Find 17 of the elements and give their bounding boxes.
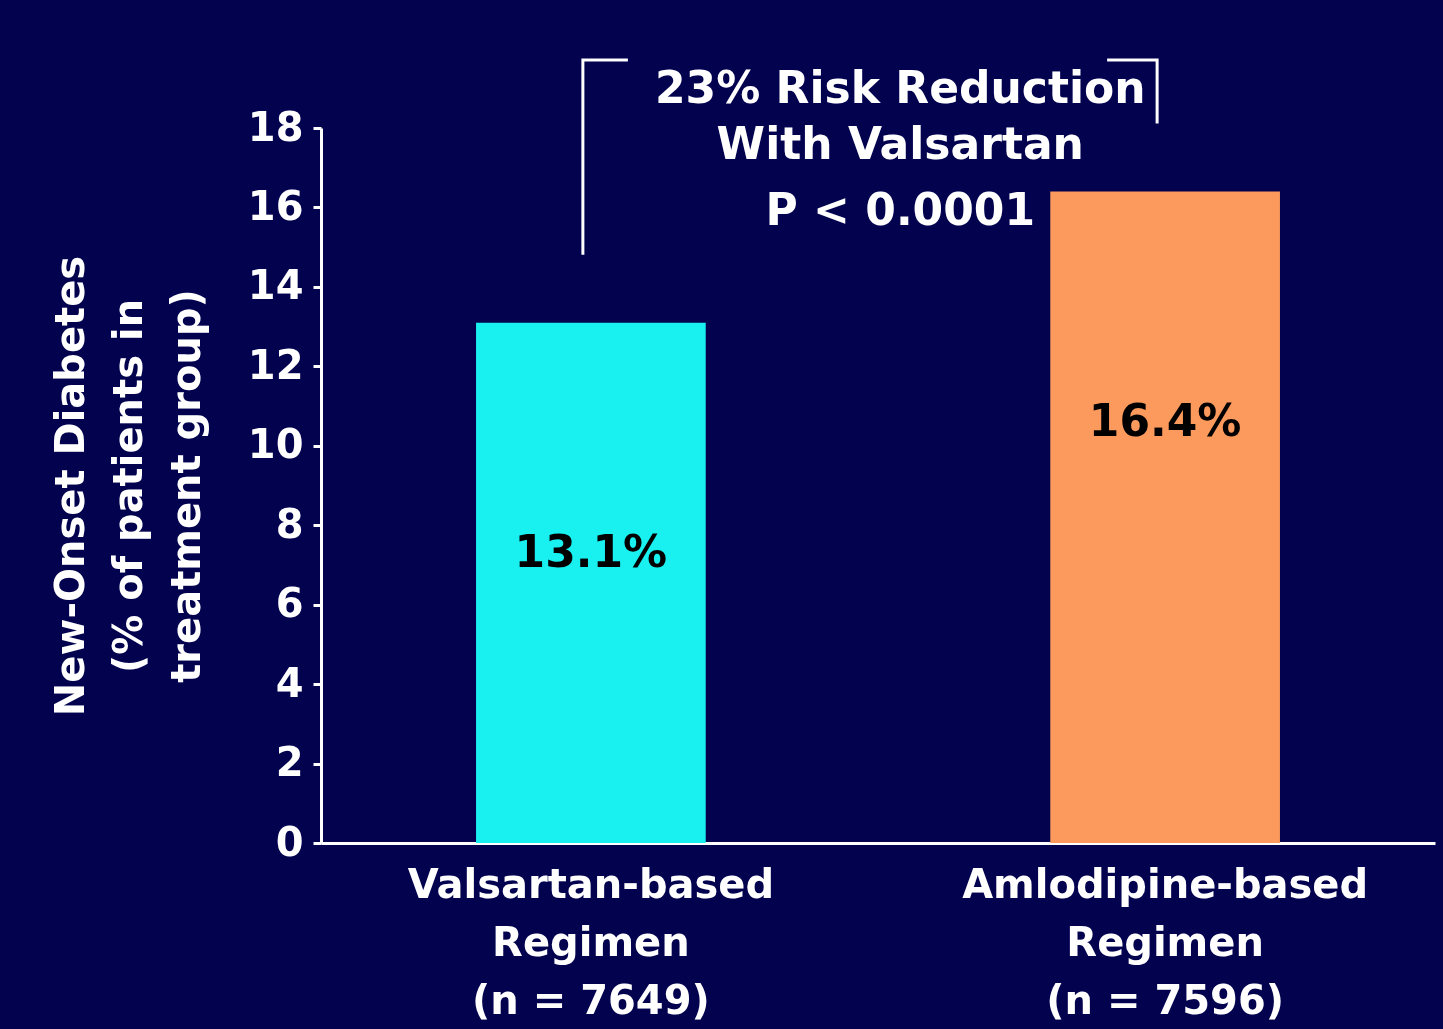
- annotation: 23% Risk Reduction With Valsartan: [654, 62, 1146, 169]
- y-axis-title: New-Onset Diabetes (% of patients in treatment group): [46, 255, 209, 717]
- x-tick-label: Valsartan-based Regimen (n = 7649): [407, 860, 775, 1023]
- y-tick-label: 12: [247, 341, 304, 388]
- y-tick-label: 16: [247, 182, 304, 229]
- y-tick-label: 0: [275, 818, 304, 865]
- y-tick-label: 6: [275, 580, 304, 627]
- data-label: 13.1%: [514, 525, 668, 577]
- data-label: 16.4%: [1088, 394, 1242, 446]
- y-tick-label: 2: [275, 739, 304, 786]
- y-tick-label: 10: [247, 421, 304, 468]
- annotation: P < 0.0001: [765, 184, 1036, 235]
- y-tick-label: 14: [247, 262, 304, 309]
- y-tick-label: 18: [247, 103, 304, 150]
- y-tick-label: 4: [275, 659, 304, 706]
- y-tick-label: 8: [275, 500, 304, 547]
- x-tick-label: Amlodipine-based Regimen (n = 7596): [962, 860, 1369, 1023]
